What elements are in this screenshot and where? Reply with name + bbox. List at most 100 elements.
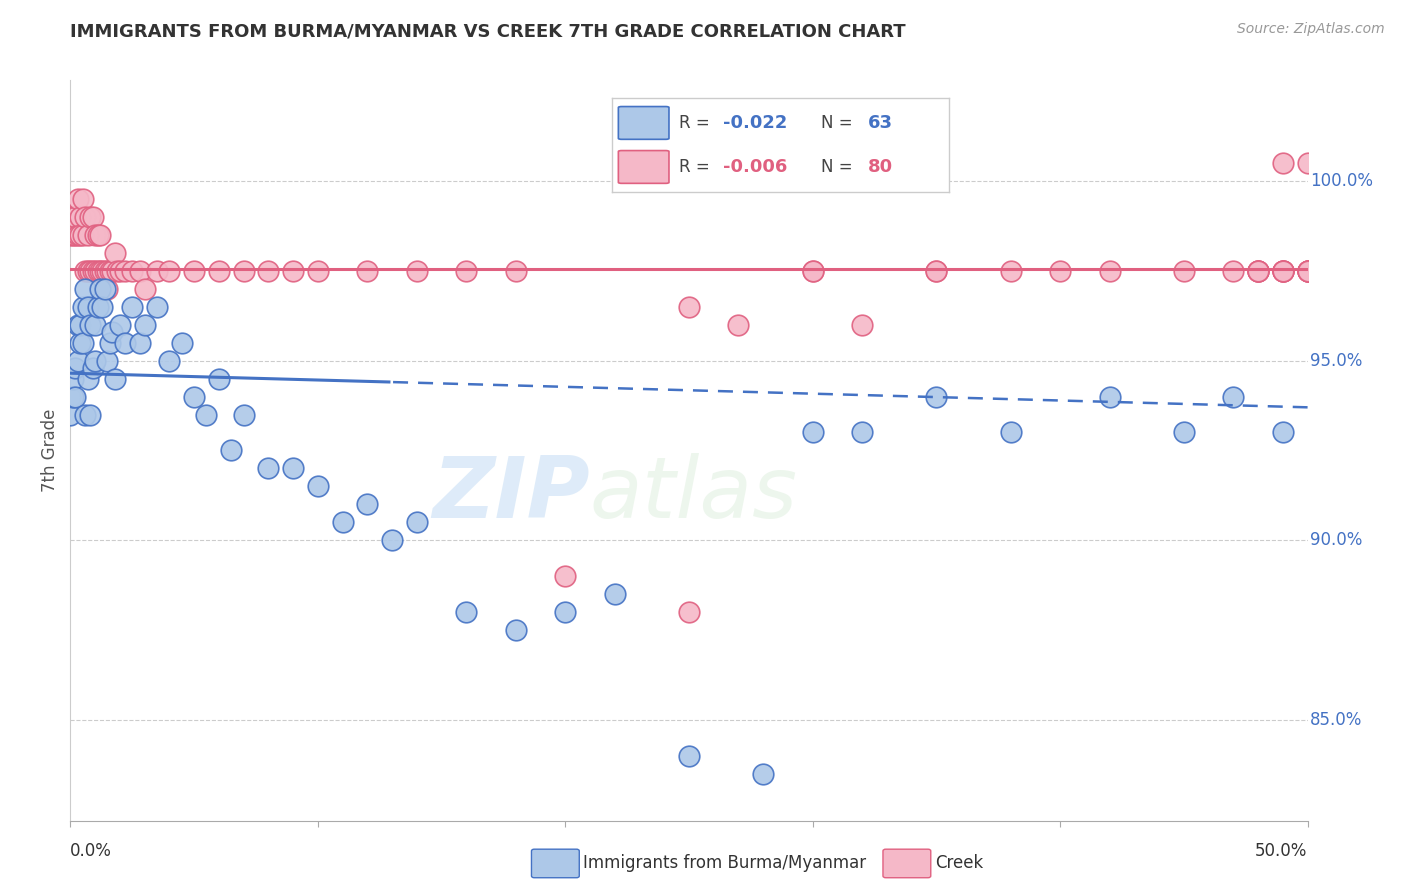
Point: [91, 300, 114, 314]
Point: [76, 371, 98, 385]
Point: [801, 425, 824, 440]
Text: R =: R =: [679, 158, 716, 176]
Point: [134, 282, 156, 296]
Point: [86, 227, 108, 242]
Point: [195, 408, 218, 422]
Point: [69, 318, 91, 332]
Point: [121, 300, 143, 314]
Point: [1222, 390, 1244, 404]
Point: [925, 264, 948, 278]
Point: [1173, 425, 1195, 440]
Point: [1000, 264, 1022, 278]
Text: IMMIGRANTS FROM BURMA/MYANMAR VS CREEK 7TH GRADE CORRELATION CHART: IMMIGRANTS FROM BURMA/MYANMAR VS CREEK 7…: [70, 22, 905, 40]
Text: R =: R =: [679, 114, 716, 132]
Point: [89, 264, 111, 278]
Point: [405, 516, 427, 530]
Point: [157, 264, 180, 278]
Point: [1247, 264, 1270, 278]
Text: Immigrants from Burma/Myanmar: Immigrants from Burma/Myanmar: [583, 855, 866, 872]
Point: [356, 497, 378, 511]
Point: [114, 335, 136, 350]
Point: [82, 360, 104, 375]
Point: [678, 605, 700, 619]
Text: -0.006: -0.006: [723, 158, 787, 176]
Text: 63: 63: [868, 114, 893, 132]
Point: [79, 408, 101, 422]
Point: [1271, 264, 1294, 278]
Point: [101, 264, 124, 278]
Text: 95.0%: 95.0%: [1310, 351, 1362, 369]
Point: [1271, 425, 1294, 440]
Point: [82, 210, 104, 224]
Point: [554, 605, 576, 619]
Point: [1098, 264, 1121, 278]
Text: 90.0%: 90.0%: [1310, 532, 1362, 549]
Point: [65, 360, 87, 375]
Point: [281, 461, 304, 475]
FancyBboxPatch shape: [619, 151, 669, 184]
Point: [405, 264, 427, 278]
Point: [96, 353, 118, 368]
Point: [62, 227, 84, 242]
Point: [76, 300, 98, 314]
Point: [678, 300, 700, 314]
Point: [82, 264, 104, 278]
Point: [134, 318, 156, 332]
Point: [157, 353, 180, 368]
Text: atlas: atlas: [591, 453, 799, 536]
Point: [114, 264, 136, 278]
Point: [1296, 264, 1319, 278]
Point: [66, 192, 89, 206]
Point: [128, 264, 150, 278]
Point: [381, 533, 404, 548]
Point: [851, 425, 873, 440]
Point: [332, 516, 354, 530]
Point: [727, 318, 749, 332]
Point: [232, 408, 254, 422]
Point: [456, 264, 478, 278]
Point: [105, 264, 128, 278]
Point: [232, 264, 254, 278]
Point: [75, 408, 97, 422]
Point: [925, 390, 948, 404]
Point: [62, 390, 84, 404]
Point: [84, 264, 107, 278]
Point: [79, 210, 101, 224]
Point: [65, 390, 87, 404]
Point: [183, 264, 205, 278]
Point: [79, 264, 101, 278]
Point: [84, 318, 107, 332]
Point: [307, 264, 329, 278]
Point: [62, 371, 84, 385]
Point: [108, 264, 131, 278]
Point: [79, 318, 101, 332]
Point: [86, 300, 108, 314]
Point: [1296, 264, 1319, 278]
Text: 50.0%: 50.0%: [1256, 842, 1308, 860]
Point: [1173, 264, 1195, 278]
Point: [128, 335, 150, 350]
Point: [59, 390, 82, 404]
Point: [59, 408, 82, 422]
Point: [1271, 264, 1294, 278]
Point: [1271, 264, 1294, 278]
Point: [1296, 156, 1319, 170]
Point: [69, 210, 91, 224]
Point: [554, 569, 576, 583]
Point: [1296, 264, 1319, 278]
Point: [108, 318, 131, 332]
Point: [59, 227, 82, 242]
Text: Creek: Creek: [935, 855, 983, 872]
Text: ZIP: ZIP: [432, 453, 591, 536]
Point: [505, 264, 527, 278]
Text: Source: ZipAtlas.com: Source: ZipAtlas.com: [1237, 22, 1385, 37]
Point: [72, 300, 94, 314]
Point: [65, 210, 87, 224]
Point: [84, 227, 107, 242]
Point: [356, 264, 378, 278]
Point: [1000, 425, 1022, 440]
Point: [72, 335, 94, 350]
Point: [98, 264, 121, 278]
Point: [101, 325, 124, 339]
Point: [69, 227, 91, 242]
